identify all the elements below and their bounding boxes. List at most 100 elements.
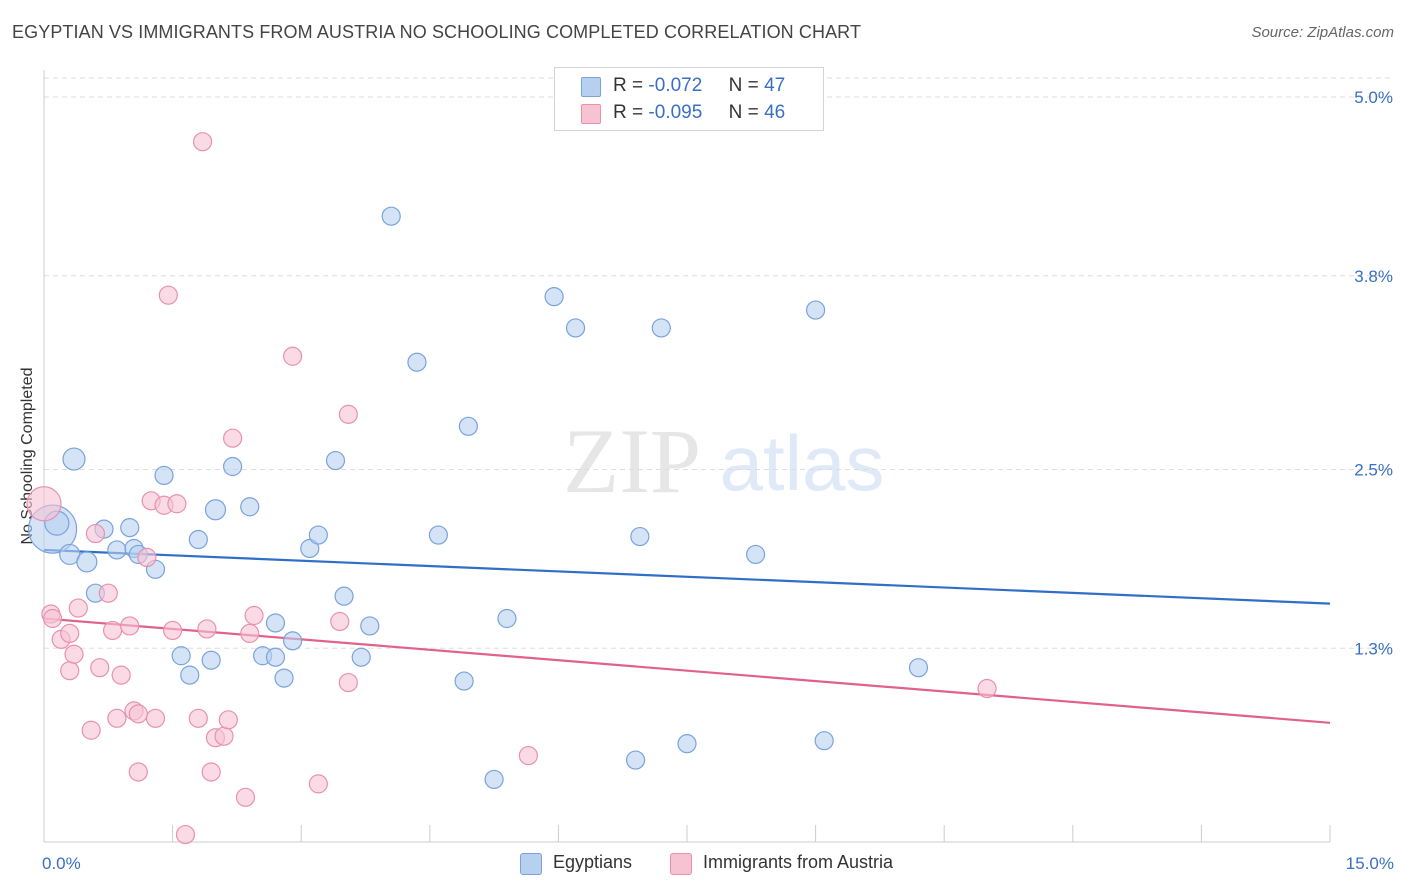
data-point-egyptians [651, 318, 671, 338]
data-point-immigrants-from-austria [107, 708, 127, 728]
data-point-egyptians [188, 529, 208, 550]
trend-line-immigrants-from-austria [43, 617, 1331, 724]
data-point-egyptians [814, 731, 834, 751]
y-tick-label: 5.0% [1354, 88, 1393, 107]
data-point-immigrants-from-austria [163, 620, 183, 641]
data-point-egyptians [76, 551, 98, 573]
y-tick-label: 2.5% [1354, 461, 1393, 480]
tick-labels: 1.3% 2.5% 3.8% 5.0% 0.0% 15.0% [42, 88, 1394, 873]
data-point-egyptians [274, 668, 294, 688]
data-point-egyptians [625, 750, 646, 770]
data-point-immigrants-from-austria [85, 523, 106, 544]
data-point-egyptians [677, 734, 697, 754]
data-point-egyptians [351, 647, 371, 667]
data-point-immigrants-from-austria [111, 665, 131, 685]
data-point-egyptians [154, 465, 174, 486]
n-value: 46 [764, 102, 786, 123]
legend-swatch-pink [581, 104, 601, 124]
data-point-immigrants-from-austria [338, 672, 358, 693]
chart-title: EGYPTIAN VS IMMIGRANTS FROM AUSTRIA NO S… [12, 22, 862, 42]
r-value: -0.072 [648, 75, 703, 96]
n-value: 47 [764, 75, 786, 96]
data-point-egyptians [381, 206, 401, 226]
data-point-egyptians [308, 525, 328, 545]
data-point-immigrants-from-austria [218, 710, 238, 730]
data-point-immigrants-from-austria [98, 583, 118, 603]
data-point-egyptians [265, 613, 286, 633]
series-legend: Egyptians Immigrants from Austria [0, 852, 1406, 878]
data-point-egyptians [107, 540, 127, 560]
data-point-egyptians [283, 631, 303, 651]
y-tick-label: 3.8% [1354, 267, 1393, 286]
data-point-egyptians [565, 318, 586, 338]
data-point-immigrants-from-austria [338, 404, 358, 424]
gridlines [44, 77, 1392, 649]
data-point-egyptians [630, 526, 650, 547]
data-point-egyptians [805, 300, 826, 320]
data-point-immigrants-from-austria [120, 616, 140, 636]
watermark: ZIP atlas [563, 410, 884, 512]
data-point-egyptians [300, 538, 320, 559]
data-point-immigrants-from-austria [197, 619, 217, 639]
legend-label: Egyptians [553, 852, 633, 872]
watermark-atlas: atlas [720, 419, 885, 507]
data-point-immigrants-from-austria [167, 494, 187, 514]
r-label: R = [613, 102, 644, 123]
watermark-zip: ZIP [563, 410, 701, 512]
r-value: -0.095 [648, 102, 703, 123]
data-point-immigrants-from-austria [68, 598, 88, 618]
data-point-immigrants-from-austria [145, 708, 166, 728]
data-point-egyptians [325, 450, 346, 471]
data-point-egyptians [360, 616, 380, 636]
data-point-egyptians [171, 646, 191, 666]
data-points [26, 132, 997, 845]
data-point-egyptians [120, 518, 140, 538]
data-point-immigrants-from-austria [137, 547, 157, 568]
legend-swatch-pink [670, 853, 692, 875]
data-point-egyptians [334, 586, 354, 606]
data-point-egyptians [62, 447, 86, 471]
data-point-egyptians [497, 608, 517, 629]
legend-label: Immigrants from Austria [703, 852, 894, 872]
data-point-immigrants-from-austria [223, 428, 243, 448]
data-point-egyptians [223, 456, 243, 477]
data-point-egyptians [458, 416, 478, 436]
r-label: R = [613, 75, 644, 96]
stats-legend: R = -0.072 N = 47 R = -0.095 N = 46 [554, 67, 824, 131]
data-point-egyptians [407, 352, 427, 372]
legend-swatch-blue [581, 77, 601, 97]
trend-line-egyptians [43, 548, 1331, 605]
source-label: Source: ZipAtlas.com [1251, 24, 1394, 41]
data-point-immigrants-from-austria [26, 486, 62, 522]
data-point-immigrants-from-austria [102, 620, 123, 641]
data-point-immigrants-from-austria [60, 623, 80, 644]
y-tick-label: 1.3% [1354, 639, 1393, 658]
data-point-egyptians [544, 287, 564, 307]
data-point-immigrants-from-austria [42, 608, 63, 629]
data-point-egyptians [204, 499, 227, 521]
data-point-immigrants-from-austria [158, 285, 178, 305]
data-point-immigrants-from-austria [235, 787, 256, 807]
data-point-immigrants-from-austria [518, 745, 538, 766]
data-point-immigrants-from-austria [128, 762, 148, 782]
data-point-immigrants-from-austria [128, 704, 148, 724]
data-point-immigrants-from-austria [240, 623, 260, 644]
data-point-egyptians [745, 544, 766, 565]
data-point-egyptians [908, 658, 929, 678]
data-point-egyptians [428, 525, 448, 545]
data-point-immigrants-from-austria [330, 611, 350, 632]
data-point-immigrants-from-austria [283, 346, 303, 366]
x-tick-label: 0.0% [42, 854, 81, 873]
data-point-immigrants-from-austria [193, 132, 213, 152]
trend-lines [43, 548, 1331, 724]
legend-swatch-blue [520, 853, 542, 875]
data-point-immigrants-from-austria [977, 678, 997, 699]
data-point-egyptians [265, 647, 286, 667]
data-point-egyptians [180, 665, 200, 685]
data-point-immigrants-from-austria [60, 661, 80, 681]
axes [43, 70, 1331, 843]
data-point-immigrants-from-austria [201, 762, 221, 782]
data-point-immigrants-from-austria [175, 824, 196, 845]
data-point-egyptians [201, 650, 221, 670]
